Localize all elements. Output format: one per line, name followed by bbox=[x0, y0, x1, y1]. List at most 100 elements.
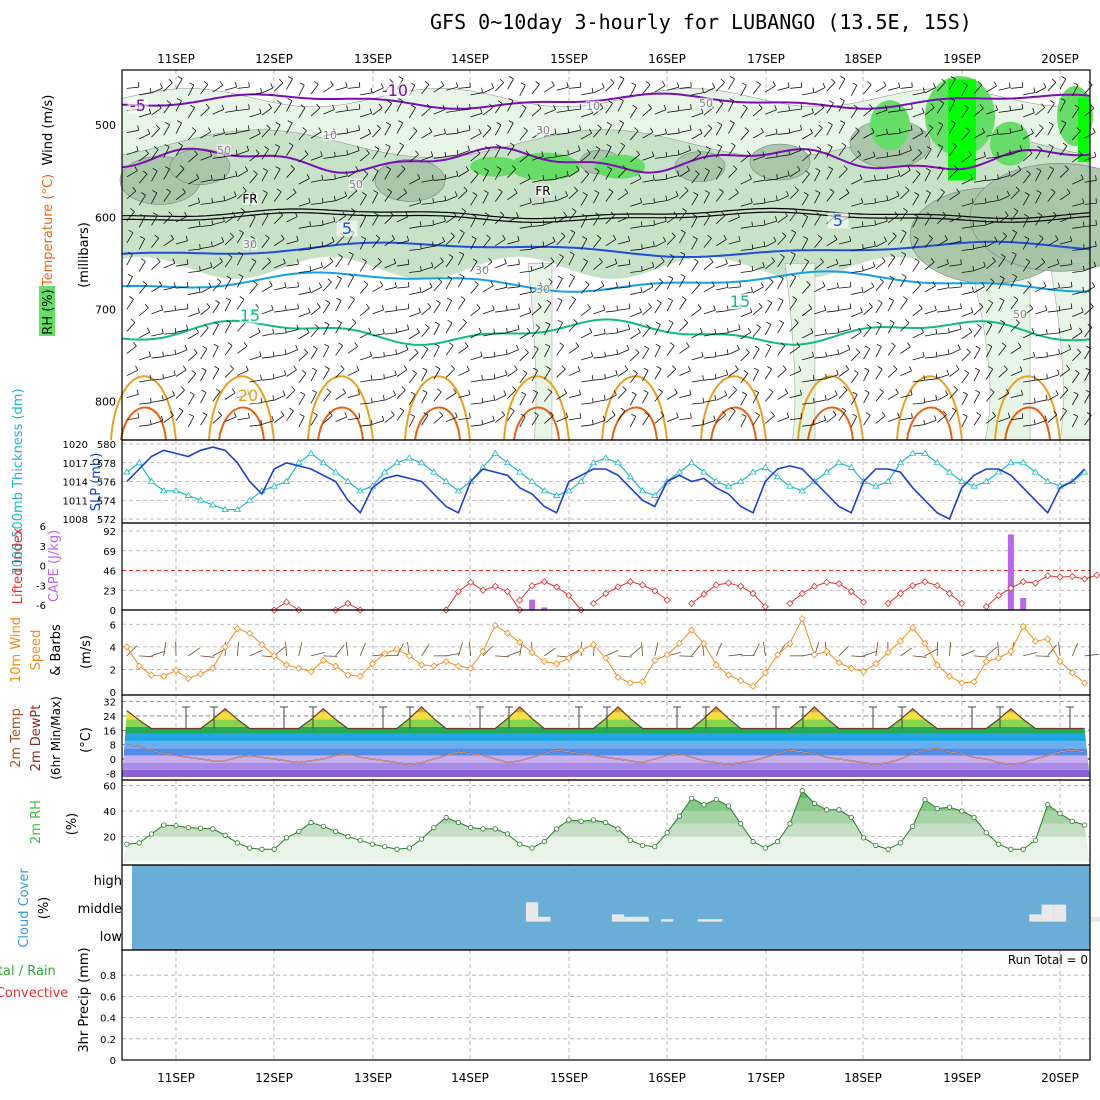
wind-barb bbox=[936, 124, 944, 136]
wind-barb bbox=[605, 310, 618, 313]
wind-barb bbox=[949, 348, 961, 355]
wind-speed-point bbox=[565, 654, 573, 662]
wind-barb bbox=[593, 87, 605, 94]
wind-speed-point bbox=[319, 656, 327, 664]
rh-point bbox=[603, 819, 609, 826]
wind-barb bbox=[765, 391, 774, 402]
temperature-contour-20 bbox=[994, 375, 1061, 441]
wind-barb-flag bbox=[497, 100, 503, 104]
wind-barb bbox=[777, 215, 788, 224]
y-axis-title-wind-c: & Barbs bbox=[49, 624, 64, 676]
wind-barb bbox=[703, 333, 716, 337]
wind-speed-point bbox=[417, 661, 426, 669]
wind-barb-flag bbox=[390, 411, 395, 416]
wind-barb bbox=[1059, 216, 1072, 223]
wind-barb-flag bbox=[695, 281, 700, 285]
wind-barb-flag bbox=[351, 208, 356, 212]
wind-barb-flag bbox=[803, 214, 808, 218]
lifted-index-point bbox=[540, 578, 548, 586]
date-label-top: 15SEP bbox=[550, 52, 588, 66]
thickness-point bbox=[823, 468, 831, 475]
wind-barb bbox=[912, 332, 924, 339]
wind-barb bbox=[752, 327, 761, 338]
contour-label: 30 bbox=[536, 283, 550, 296]
lifted-index-tick: 3 bbox=[40, 542, 46, 553]
wind-barb bbox=[973, 415, 982, 426]
wind-barb bbox=[875, 156, 888, 159]
wind-barb-flag bbox=[530, 287, 532, 293]
surface-wind-barb bbox=[139, 655, 154, 658]
wind-barb bbox=[1047, 124, 1054, 136]
wind-barb-flag bbox=[702, 419, 704, 425]
wind-speed-point bbox=[700, 639, 708, 648]
wind-barb-flag bbox=[807, 149, 812, 154]
wind-barb-flag bbox=[918, 304, 923, 309]
temperature-band bbox=[122, 726, 1090, 734]
wind-barb bbox=[359, 284, 369, 294]
wind-barb bbox=[814, 378, 827, 381]
thickness-point bbox=[982, 477, 991, 484]
wind-barb-flag bbox=[369, 351, 372, 357]
wind-barb bbox=[286, 240, 299, 245]
wind-barb bbox=[139, 402, 152, 405]
contour-label: 15 bbox=[730, 292, 750, 311]
wind-barb-flag bbox=[631, 391, 637, 395]
wind-barb-flag bbox=[463, 186, 468, 191]
wind-barb bbox=[421, 202, 434, 205]
surface-wind-barb bbox=[396, 643, 404, 657]
wind-barb-flag bbox=[612, 234, 617, 240]
wind-barb bbox=[1059, 240, 1072, 245]
wind-barb-flag bbox=[950, 98, 956, 102]
wind-barb bbox=[961, 394, 968, 406]
wind-barb bbox=[335, 322, 342, 334]
wind-barb bbox=[347, 322, 357, 332]
wind-barb bbox=[212, 221, 225, 226]
wind-barb bbox=[445, 322, 453, 334]
rh-point bbox=[848, 814, 854, 821]
wind-speed-point bbox=[835, 659, 843, 667]
lifted-index-line bbox=[985, 573, 1100, 608]
wind-barb bbox=[372, 356, 385, 359]
wind-barb-flag bbox=[530, 221, 532, 227]
wind-barb bbox=[249, 92, 262, 96]
wind-barb-flag bbox=[213, 343, 219, 347]
wind-speed-point bbox=[258, 641, 266, 649]
wind-barb bbox=[286, 122, 293, 134]
wind-barb-flag bbox=[845, 365, 850, 370]
wind-barb-flag bbox=[883, 81, 887, 87]
wind-barb-flag bbox=[764, 220, 766, 226]
wind-barb-flag bbox=[1017, 342, 1022, 348]
wind-barb-flag bbox=[299, 82, 305, 86]
thickness-point bbox=[160, 487, 168, 494]
lifted-index-point bbox=[454, 588, 462, 596]
wind-barb-flag bbox=[397, 98, 403, 102]
wind-barb bbox=[850, 416, 858, 428]
contour-label-bg bbox=[348, 178, 364, 190]
wind-barb bbox=[1022, 238, 1030, 250]
wind-barb bbox=[310, 392, 317, 404]
wind-barb bbox=[875, 85, 887, 93]
lifted-index-line bbox=[519, 581, 582, 611]
contour-label: 50 bbox=[1013, 308, 1027, 321]
rh-legend-swatch bbox=[39, 286, 55, 336]
wind-barb bbox=[998, 195, 1010, 202]
wind-barb bbox=[936, 215, 947, 225]
wind-barb-flag bbox=[1033, 351, 1036, 357]
wind-barb bbox=[224, 392, 236, 400]
wind-barb-flag bbox=[147, 128, 151, 134]
wind-barb bbox=[764, 324, 772, 336]
wind-barb bbox=[1023, 424, 1036, 427]
wind-barb bbox=[838, 78, 846, 90]
lifted-index-line bbox=[445, 581, 521, 611]
wind-barb bbox=[261, 285, 273, 293]
wind-barb bbox=[1022, 173, 1031, 184]
wind-barb-flag bbox=[1025, 258, 1031, 262]
wind-barb bbox=[924, 127, 934, 138]
wind-barb-flag bbox=[221, 104, 225, 110]
wind-barb-flag bbox=[297, 303, 299, 309]
thickness-point bbox=[1007, 458, 1015, 466]
wind-barb bbox=[728, 78, 735, 90]
wind-barb-flag bbox=[447, 319, 453, 324]
wind-barb-flag bbox=[935, 394, 938, 400]
wind-barb bbox=[580, 194, 588, 206]
